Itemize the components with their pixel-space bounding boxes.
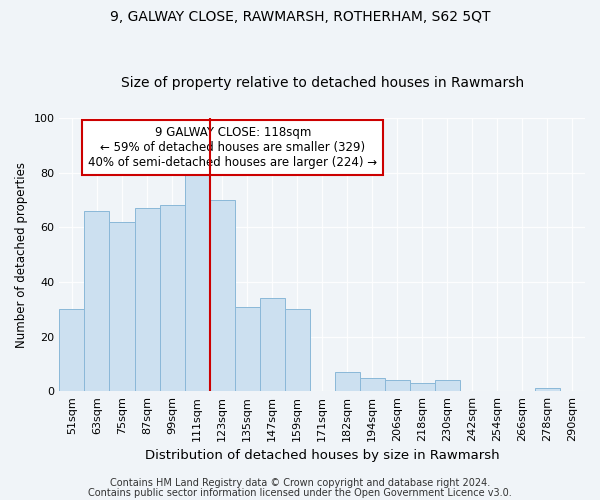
Title: Size of property relative to detached houses in Rawmarsh: Size of property relative to detached ho…: [121, 76, 524, 90]
Bar: [435, 380, 460, 391]
Bar: [335, 372, 360, 391]
Bar: [360, 378, 385, 391]
Bar: [160, 206, 185, 391]
X-axis label: Distribution of detached houses by size in Rawmarsh: Distribution of detached houses by size …: [145, 450, 500, 462]
Bar: [535, 388, 560, 391]
Text: 9, GALWAY CLOSE, RAWMARSH, ROTHERHAM, S62 5QT: 9, GALWAY CLOSE, RAWMARSH, ROTHERHAM, S6…: [110, 10, 490, 24]
Bar: [385, 380, 410, 391]
Bar: [260, 298, 284, 391]
Bar: [109, 222, 134, 391]
Bar: [134, 208, 160, 391]
Bar: [185, 162, 209, 391]
Y-axis label: Number of detached properties: Number of detached properties: [15, 162, 28, 348]
Bar: [59, 309, 85, 391]
Bar: [410, 383, 435, 391]
Text: Contains public sector information licensed under the Open Government Licence v3: Contains public sector information licen…: [88, 488, 512, 498]
Bar: [209, 200, 235, 391]
Bar: [85, 211, 109, 391]
Bar: [284, 309, 310, 391]
Bar: [235, 306, 260, 391]
Text: 9 GALWAY CLOSE: 118sqm
← 59% of detached houses are smaller (329)
40% of semi-de: 9 GALWAY CLOSE: 118sqm ← 59% of detached…: [88, 126, 377, 169]
Text: Contains HM Land Registry data © Crown copyright and database right 2024.: Contains HM Land Registry data © Crown c…: [110, 478, 490, 488]
